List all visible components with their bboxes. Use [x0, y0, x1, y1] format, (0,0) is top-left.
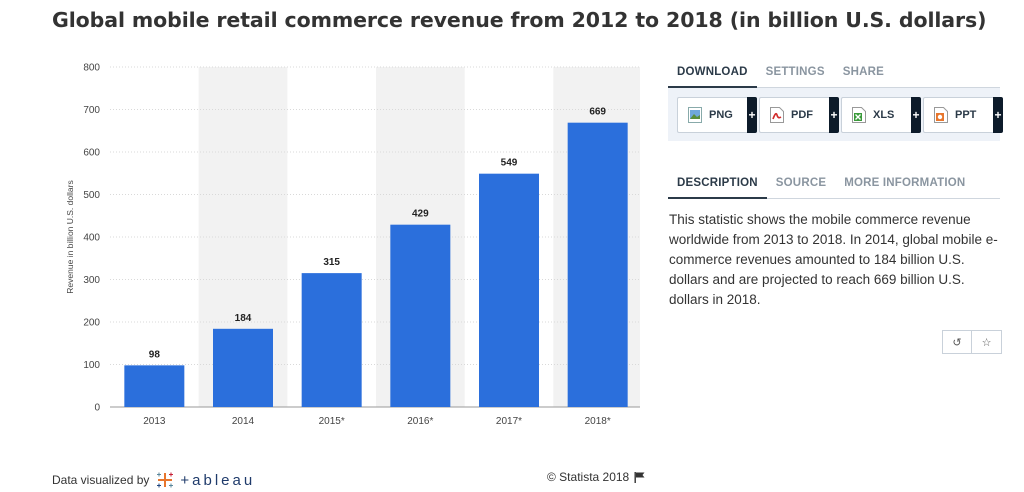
tab-settings[interactable]: SETTINGS	[765, 66, 825, 78]
download-ppt-button[interactable]: PPT +	[923, 96, 1003, 133]
pdf-label: PDF	[791, 108, 813, 121]
y-tick-label: 600	[83, 148, 100, 159]
x-tick-label-2018*: 2018*	[585, 416, 611, 427]
tab-share[interactable]: SHARE	[842, 66, 884, 78]
png-file-icon	[688, 106, 702, 123]
x-tick-label-2016*: 2016*	[407, 416, 433, 427]
bar-2017*	[479, 173, 539, 407]
favorite-button[interactable]: ☆	[972, 330, 1002, 354]
history-button[interactable]: ↺	[942, 330, 972, 354]
data-label-2018*: 669	[589, 107, 606, 118]
star-icon: ☆	[981, 336, 992, 349]
data-label-2014: 184	[235, 313, 252, 324]
ppt-plus-button[interactable]: +	[993, 96, 1003, 133]
xls-label: XLS	[873, 108, 895, 121]
tab-description[interactable]: DESCRIPTION	[668, 177, 767, 199]
download-panel: PNG + PDF + XLS + PPT +	[668, 88, 1003, 141]
x-tick-label-2015*: 2015*	[319, 416, 345, 427]
flag-icon	[634, 471, 645, 483]
xls-plus-button[interactable]: +	[911, 96, 921, 133]
download-xls-button[interactable]: XLS +	[841, 96, 921, 133]
download-pdf-button[interactable]: PDF +	[759, 96, 839, 133]
action-buttons: ↺ ☆	[942, 330, 1002, 354]
tab-download[interactable]: DOWNLOAD	[668, 66, 757, 88]
ppt-label: PPT	[955, 108, 977, 121]
footer-visualized-by: Data visualized by +ableau	[52, 470, 255, 490]
bar-2013	[124, 365, 185, 407]
footer-copyright: © Statista 2018	[547, 470, 645, 484]
download-tabs: DOWNLOAD SETTINGS SHARE	[668, 66, 1000, 88]
data-label-2015*: 315	[323, 257, 340, 268]
y-axis-label: Revenue in billion U.S. dollars	[65, 180, 75, 293]
y-tick-label: 100	[83, 360, 100, 371]
y-tick-label: 300	[83, 275, 100, 286]
y-tick-label: 0	[94, 403, 100, 414]
download-png-button[interactable]: PNG +	[677, 96, 757, 133]
tableau-logo[interactable]: +ableau	[155, 470, 255, 490]
visualized-by-text: Data visualized by	[52, 473, 150, 487]
bar-2014	[213, 328, 273, 407]
copyright-text[interactable]: © Statista 2018	[547, 470, 630, 484]
bar-chart: 0 100 200 300 400 500 600 700 800 Revenue in bill…	[65, 63, 640, 427]
description-text: This statistic shows the mobile commerce…	[669, 212, 998, 307]
x-tick-label-2014: 2014	[232, 416, 255, 427]
pdf-plus-button[interactable]: +	[829, 96, 839, 133]
data-label-2017*: 549	[501, 158, 518, 169]
png-plus-button[interactable]: +	[747, 96, 757, 133]
y-tick-label: 500	[83, 190, 100, 201]
history-icon: ↺	[952, 336, 962, 349]
png-label: PNG	[709, 108, 733, 121]
bar-2015*	[301, 273, 362, 407]
tableau-wordmark: +ableau	[180, 471, 256, 489]
data-label-2013: 98	[149, 349, 161, 360]
bar-2016*	[390, 224, 451, 407]
tab-more-information[interactable]: MORE INFORMATION	[844, 177, 966, 189]
pdf-file-icon	[770, 106, 784, 123]
y-tick-label: 400	[83, 233, 100, 244]
tab-source[interactable]: SOURCE	[775, 177, 827, 189]
ppt-file-icon	[934, 106, 948, 123]
data-label-2016*: 429	[412, 209, 429, 220]
xls-file-icon	[852, 106, 866, 123]
y-tick-label: 200	[83, 318, 100, 329]
chart-title: Global mobile retail commerce revenue fr…	[52, 8, 987, 32]
y-tick-label: 800	[83, 63, 100, 74]
bar-2018*	[567, 122, 628, 408]
tableau-cross-icon	[157, 472, 174, 488]
x-tick-label-2013: 2013	[143, 416, 166, 427]
y-tick-label: 700	[83, 105, 100, 116]
info-tabs: DESCRIPTION SOURCE MORE INFORMATION	[668, 177, 1000, 199]
x-tick-label-2017*: 2017*	[496, 416, 522, 427]
